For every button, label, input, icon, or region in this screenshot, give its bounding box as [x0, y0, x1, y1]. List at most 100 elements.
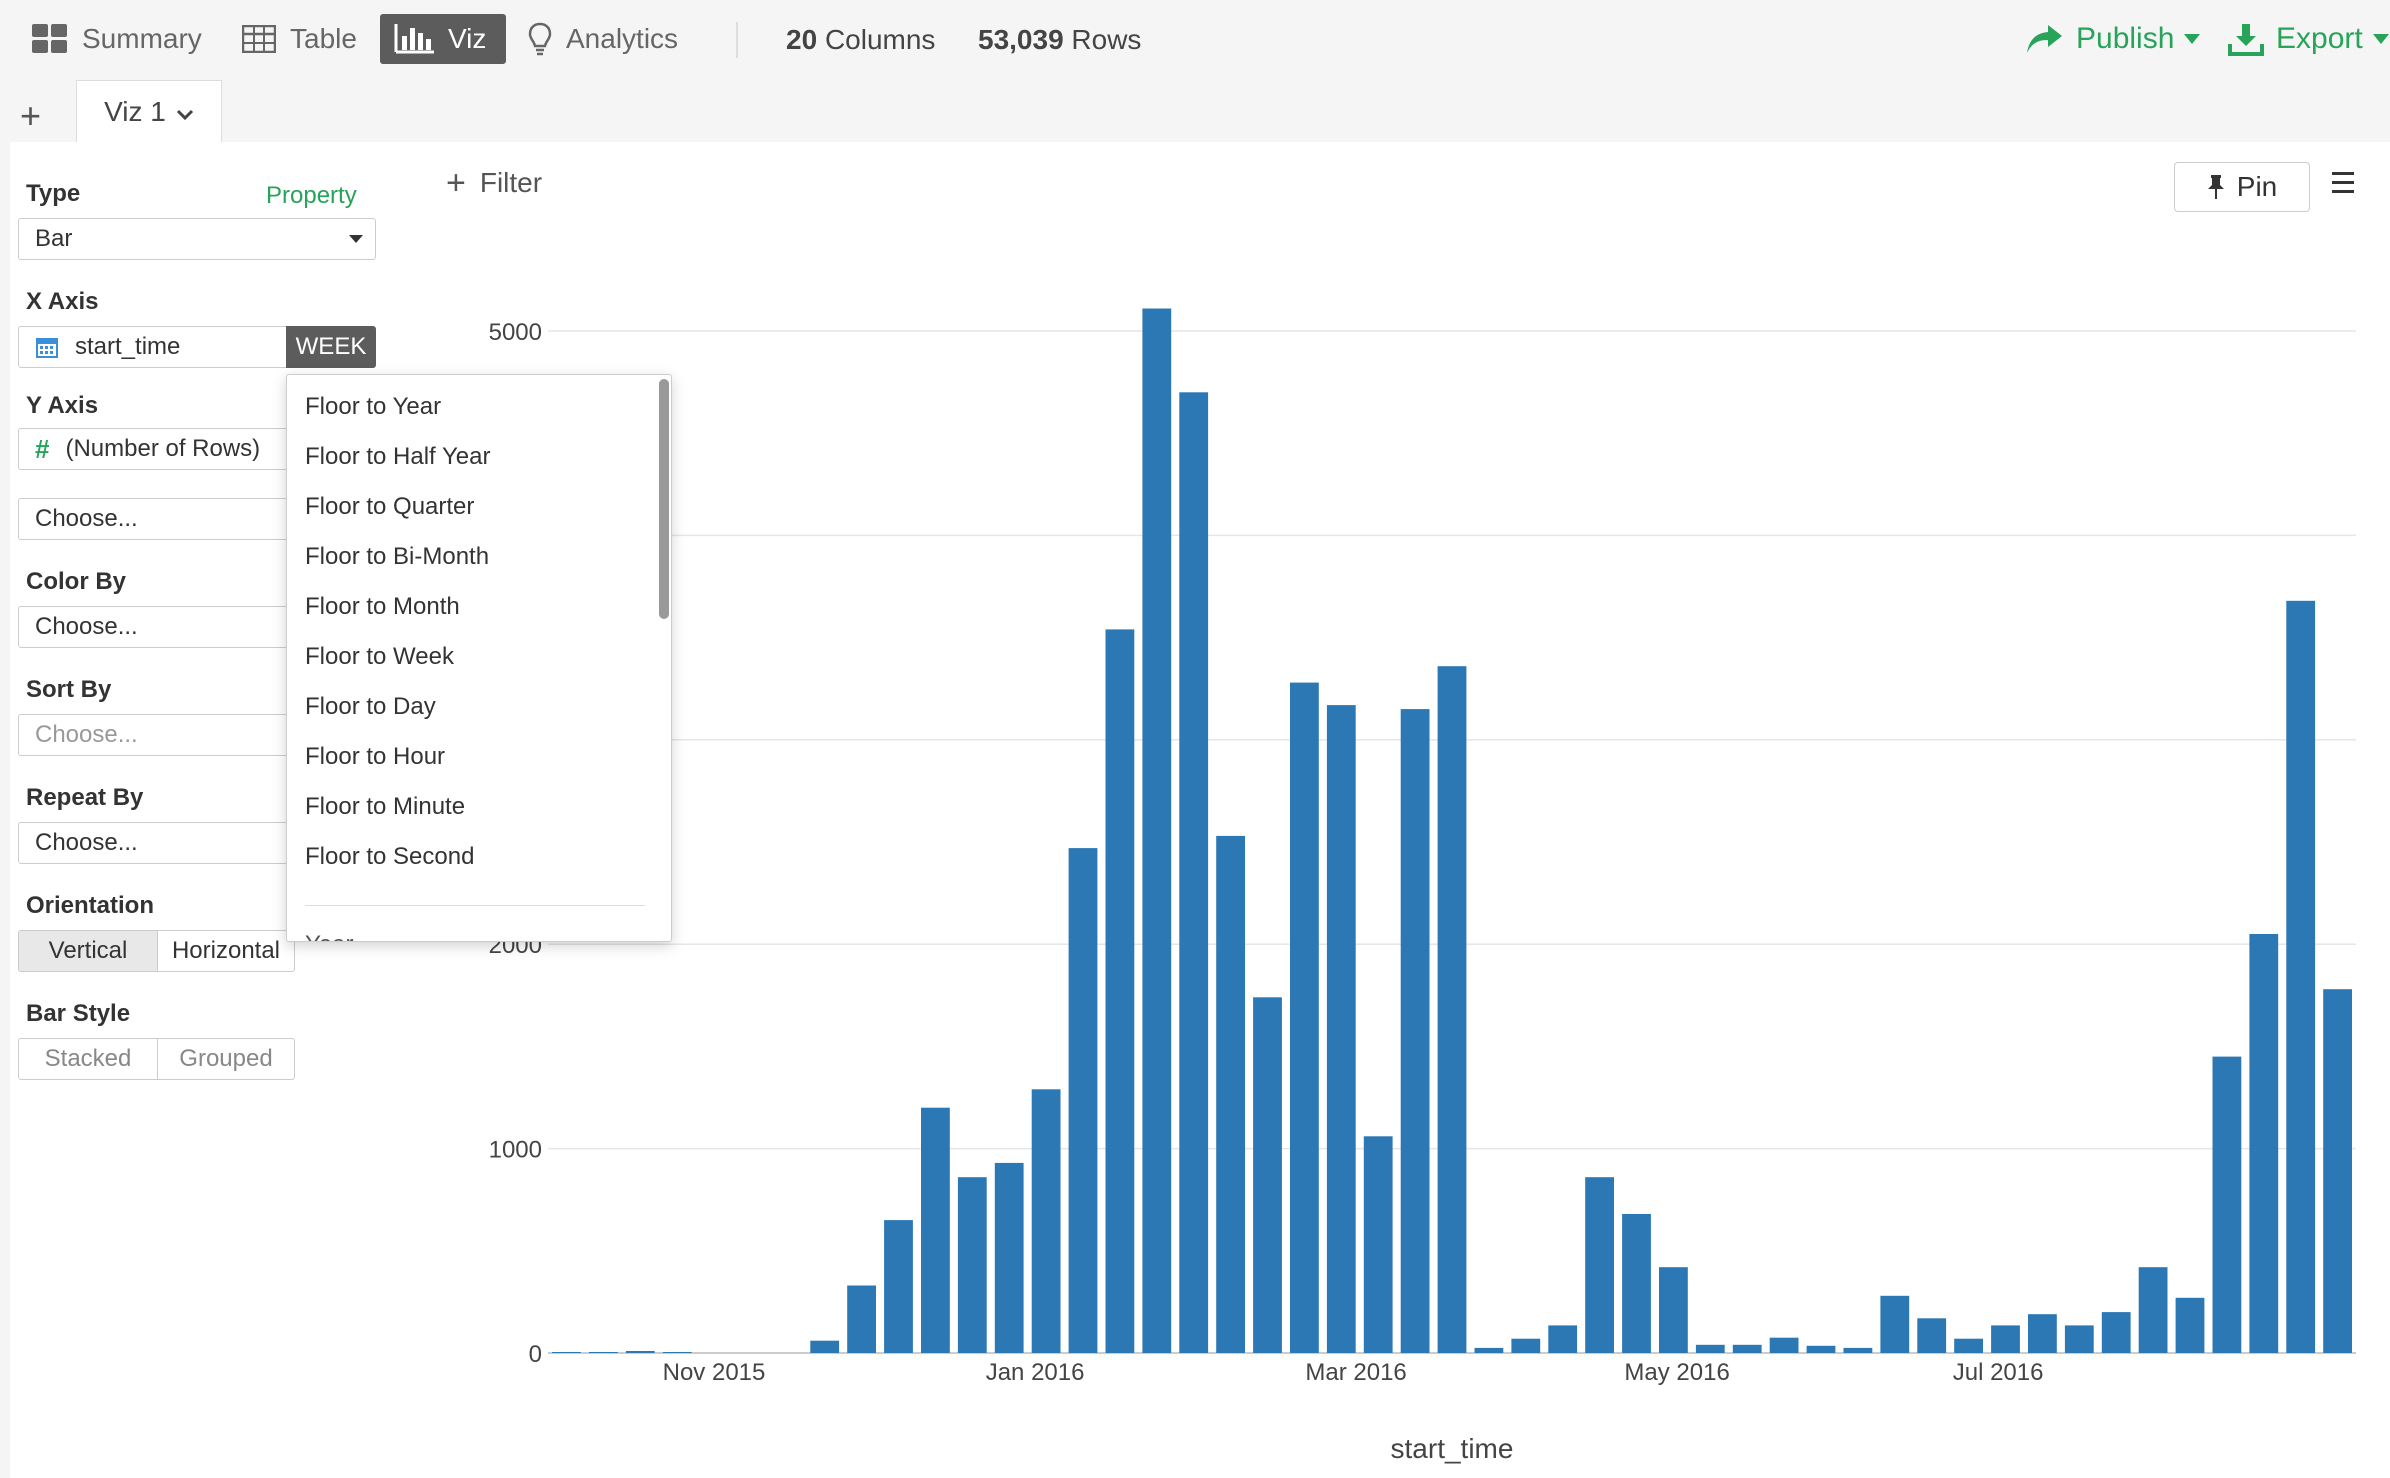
bar[interactable]	[1437, 666, 1467, 1353]
dropdown-divider	[305, 905, 645, 906]
filter-label: Filter	[479, 167, 543, 198]
export-label: Export	[2276, 22, 2363, 55]
xaxis-field-value: start_time	[75, 333, 181, 360]
bar[interactable]	[1142, 308, 1172, 1354]
bar[interactable]	[1253, 997, 1282, 1353]
x-tick-label: May 2016	[1624, 1359, 1729, 1386]
dropdown-item[interactable]: Floor to Month	[305, 593, 460, 620]
table-icon	[242, 25, 276, 53]
barstyle-grouped-button[interactable]: Grouped	[157, 1038, 295, 1080]
bar[interactable]	[1548, 1325, 1578, 1353]
chevron-down-icon	[2372, 34, 2389, 44]
bar[interactable]	[1031, 1089, 1061, 1353]
bar[interactable]	[1622, 1214, 1651, 1353]
type-select[interactable]: Bar	[18, 218, 376, 260]
export-button[interactable]: Export	[2228, 14, 2389, 64]
bar[interactable]	[1769, 1337, 1799, 1353]
colorby-label: Color By	[26, 568, 127, 595]
bar[interactable]	[2175, 1297, 2205, 1353]
xaxis-unit-button[interactable]: WEEK	[286, 326, 376, 368]
bar[interactable]	[884, 1220, 913, 1353]
bar[interactable]	[1179, 392, 1209, 1353]
chevron-down-icon	[2184, 34, 2201, 44]
nav-viz[interactable]: Viz	[380, 14, 506, 64]
bar[interactable]	[625, 1351, 655, 1353]
bar[interactable]	[2138, 1267, 2168, 1353]
bar[interactable]	[1991, 1325, 2020, 1353]
nav-viz-label: Viz	[448, 23, 487, 54]
dropdown-item[interactable]: Floor to Minute	[305, 793, 466, 820]
orientation-horizontal-button[interactable]: Horizontal	[157, 930, 295, 972]
bar[interactable]	[994, 1162, 1024, 1353]
caret-down-icon	[349, 235, 363, 243]
dropdown-item-year[interactable]: Year	[305, 931, 354, 941]
bar[interactable]	[2064, 1325, 2094, 1353]
nav-analytics[interactable]: Analytics	[514, 14, 692, 64]
bar[interactable]	[1216, 835, 1245, 1353]
bar[interactable]	[1585, 1177, 1614, 1353]
bar[interactable]	[1917, 1318, 1947, 1353]
bar[interactable]	[2212, 1056, 2242, 1353]
orientation-vertical-button[interactable]: Vertical	[18, 930, 158, 972]
pin-button[interactable]: Pin	[2174, 162, 2310, 212]
bar[interactable]	[810, 1340, 840, 1353]
publish-button[interactable]: Publish	[2024, 14, 2201, 64]
bar[interactable]	[1659, 1267, 1688, 1353]
bar[interactable]	[957, 1177, 987, 1353]
bar[interactable]	[1732, 1344, 1762, 1353]
bar[interactable]	[1880, 1295, 1910, 1353]
download-icon	[2228, 22, 2264, 56]
xaxis-field[interactable]: start_time	[18, 326, 288, 368]
sortby-select[interactable]: Choose...	[18, 714, 288, 756]
bar[interactable]	[1511, 1338, 1541, 1353]
add-viz-button[interactable]: +	[20, 95, 42, 136]
bar[interactable]	[1400, 709, 1430, 1353]
colorby-select[interactable]: Choose...	[18, 606, 288, 648]
property-link[interactable]: Property	[266, 182, 357, 209]
bar[interactable]	[847, 1285, 876, 1354]
bar[interactable]	[2101, 1312, 2131, 1353]
hamburger-menu-icon[interactable]	[2332, 172, 2354, 199]
bar[interactable]	[1954, 1338, 1983, 1353]
bar[interactable]	[2323, 989, 2352, 1353]
filter-button[interactable]: + Filter	[446, 166, 542, 200]
bar[interactable]	[1474, 1347, 1504, 1353]
nav-summary[interactable]: Summary	[18, 14, 216, 64]
bar[interactable]	[921, 1107, 950, 1353]
calendar-icon	[35, 335, 59, 359]
bar[interactable]	[1068, 848, 1098, 1353]
bar[interactable]	[2249, 934, 2279, 1353]
dropdown-item[interactable]: Floor to Week	[305, 643, 454, 670]
nav-separator	[736, 22, 738, 58]
dropdown-item[interactable]: Floor to Hour	[305, 743, 446, 770]
tab-viz-1[interactable]: Viz 1	[76, 80, 222, 142]
dropdown-item[interactable]: Floor to Year	[305, 393, 442, 420]
bar[interactable]	[2286, 600, 2316, 1353]
bar[interactable]	[552, 1352, 581, 1353]
nav-table[interactable]: Table	[228, 14, 371, 64]
barstyle-stacked-button[interactable]: Stacked	[18, 1038, 158, 1080]
yaxis-extra-select[interactable]: Choose...	[18, 498, 288, 540]
bar[interactable]	[1843, 1347, 1873, 1353]
columns-count: 20 Columns	[786, 24, 936, 55]
bar[interactable]	[1290, 682, 1319, 1353]
bar[interactable]	[1105, 629, 1135, 1353]
dropdown-item[interactable]: Floor to Second	[305, 843, 475, 870]
dropdown-item[interactable]: Floor to Bi-Month	[305, 543, 490, 570]
bar[interactable]	[1806, 1345, 1836, 1353]
top-bar: Summary Table Viz Analytics 20 Columns 5…	[0, 0, 2390, 80]
dropdown-item[interactable]: Floor to Quarter	[305, 493, 475, 520]
plus-icon: +	[446, 164, 466, 202]
dropdown-item[interactable]: Floor to Half Year	[305, 443, 491, 470]
dropdown-scrollbar[interactable]	[659, 379, 669, 619]
dropdown-item[interactable]: Floor to Day	[305, 693, 436, 720]
yaxis-field[interactable]: # (Number of Rows)	[18, 428, 288, 470]
bar[interactable]	[1695, 1344, 1725, 1353]
bar[interactable]	[1326, 705, 1356, 1353]
repeatby-select[interactable]: Choose...	[18, 822, 288, 864]
bar[interactable]	[589, 1352, 618, 1353]
bar[interactable]	[2028, 1314, 2057, 1353]
bar[interactable]	[1363, 1136, 1393, 1353]
bar[interactable]	[662, 1352, 692, 1353]
